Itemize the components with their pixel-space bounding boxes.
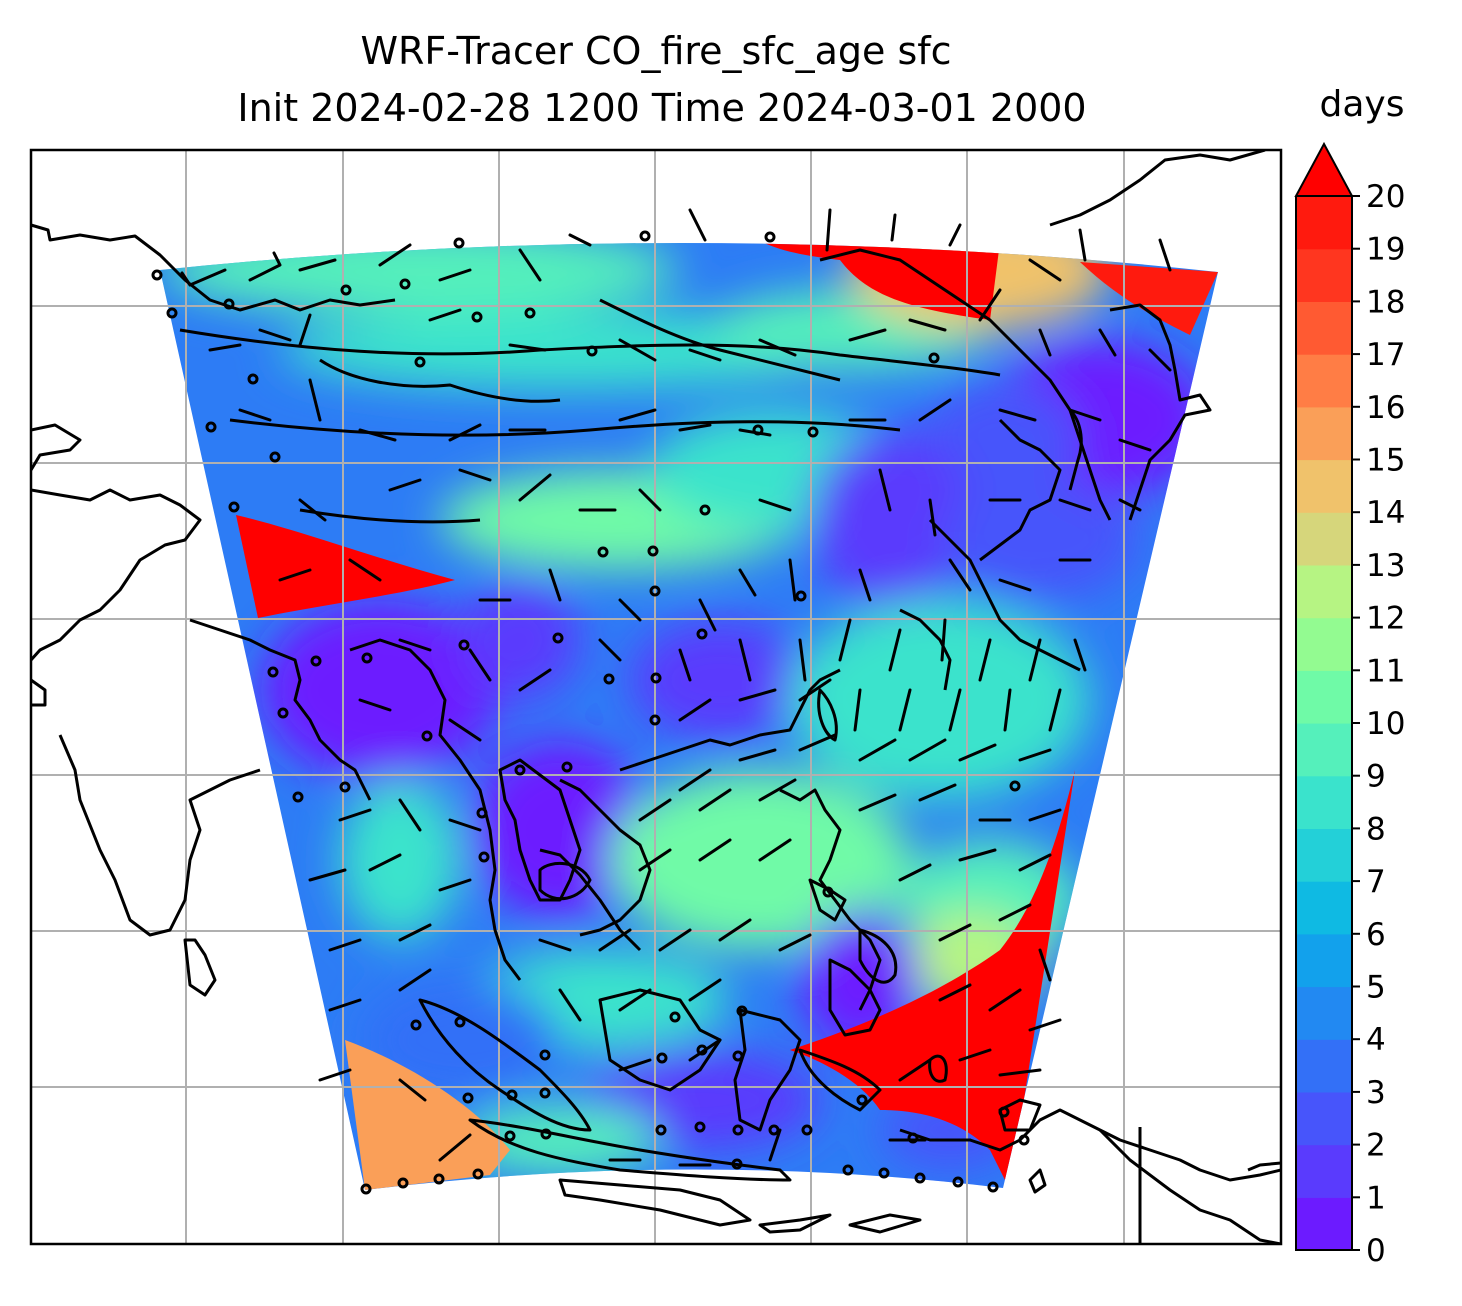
colorbar-tick-label: 6 bbox=[1366, 917, 1386, 953]
colorbar-tick-label: 1 bbox=[1366, 1180, 1386, 1216]
map-plot-area bbox=[31, 150, 1281, 1244]
title-line-2: Init 2024-02-28 1200 Time 2024-03-01 200… bbox=[237, 86, 1086, 130]
colorbar-extend-arrow bbox=[1294, 141, 1354, 197]
colorbar-segment bbox=[1296, 459, 1352, 513]
plume-red-bay bbox=[236, 515, 455, 618]
plume-red-northeast bbox=[1080, 262, 1218, 335]
colorbar-segment bbox=[1296, 248, 1352, 302]
colorbar-title: days bbox=[1320, 84, 1405, 125]
colorbar-segment bbox=[1296, 512, 1352, 566]
colorbar-tick-label: 8 bbox=[1366, 811, 1386, 847]
title-line-1: WRF-Tracer CO_fire_sfc_age sfc bbox=[360, 29, 951, 73]
colorbar-tick-label: 15 bbox=[1366, 443, 1405, 479]
colorbar-segment bbox=[1296, 1144, 1352, 1198]
colorbar-segment bbox=[1296, 564, 1352, 619]
calm-wind-markers bbox=[151, 230, 1030, 1195]
colorbar-tick-label: 19 bbox=[1366, 232, 1405, 268]
colorbar-tick-label: 0 bbox=[1366, 1233, 1386, 1269]
plume-red-pacific bbox=[790, 770, 1075, 1190]
gridlines bbox=[31, 150, 1281, 1244]
colorbar-tick-label: 10 bbox=[1366, 706, 1405, 742]
colorbar-tick-label: 17 bbox=[1366, 337, 1405, 373]
colorbar-tick-label: 3 bbox=[1366, 1075, 1386, 1111]
colorbar-segment bbox=[1296, 196, 1352, 250]
colorbar-segment bbox=[1296, 670, 1352, 724]
colorbar-segment bbox=[1296, 775, 1352, 829]
colorbar-tick-label: 9 bbox=[1366, 759, 1386, 795]
colorbar-tick-label: 13 bbox=[1366, 548, 1405, 584]
colorbar-segment bbox=[1296, 301, 1352, 355]
colorbar-segment bbox=[1296, 1091, 1352, 1146]
colorbar-segment bbox=[1296, 1197, 1352, 1251]
colorbar-segment bbox=[1296, 881, 1352, 935]
colorbar-segment bbox=[1296, 933, 1352, 988]
plume-red-north bbox=[745, 242, 1000, 320]
colorbar-tick-label: 20 bbox=[1366, 179, 1405, 215]
colorbar-segment bbox=[1296, 406, 1352, 461]
colorbar-tick-label: 7 bbox=[1366, 864, 1386, 900]
colorbar-segment bbox=[1296, 1039, 1352, 1093]
colorbar-tick-label: 2 bbox=[1366, 1128, 1386, 1164]
colorbar-tick-label: 12 bbox=[1366, 601, 1405, 637]
colorbar-tick-label: 11 bbox=[1366, 653, 1405, 689]
plot-frame bbox=[29, 148, 1283, 1246]
colorbar-tick-label: 5 bbox=[1366, 970, 1386, 1006]
colorbar-segment bbox=[1296, 354, 1352, 408]
colorbar-segment bbox=[1296, 986, 1352, 1040]
colorbar-segment bbox=[1296, 617, 1352, 671]
plume-orange-southwest bbox=[345, 1040, 510, 1190]
colorbar-segment bbox=[1296, 723, 1352, 777]
colorbar-tick-label: 18 bbox=[1366, 284, 1405, 320]
coastlines bbox=[31, 150, 1281, 1244]
colorbar-tick-label: 4 bbox=[1366, 1022, 1386, 1058]
colorbar-segment bbox=[1296, 828, 1352, 882]
colorbar-tick-label: 16 bbox=[1366, 390, 1405, 426]
colorbar-tick-label: 14 bbox=[1366, 495, 1405, 531]
